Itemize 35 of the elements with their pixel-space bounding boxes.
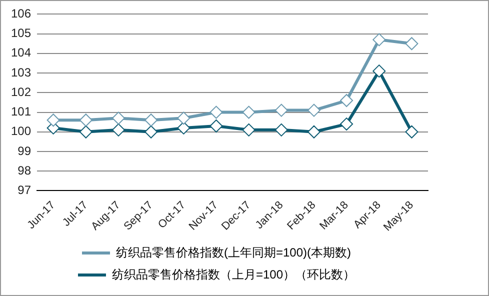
legend-label: 纺织品零售价格指数（上月=100）（环比数） xyxy=(112,267,356,282)
point xyxy=(405,37,418,50)
legend-label: 纺织品零售价格指数(上年同期=100)(本期数) xyxy=(116,245,352,260)
y-tick-label: 106 xyxy=(10,6,32,21)
point xyxy=(177,121,190,134)
point xyxy=(210,106,223,119)
y-tick-label: 105 xyxy=(10,26,32,40)
point xyxy=(79,125,92,138)
point xyxy=(79,114,92,127)
point xyxy=(112,123,125,136)
y-tick-label: 97 xyxy=(18,183,32,198)
point xyxy=(210,120,223,133)
point xyxy=(274,104,288,117)
point xyxy=(144,125,158,138)
point xyxy=(242,106,256,119)
y-tick-label: 100 xyxy=(10,124,32,138)
point xyxy=(340,94,354,108)
point xyxy=(242,123,256,136)
point xyxy=(340,118,354,131)
point xyxy=(372,33,386,46)
point xyxy=(46,114,60,127)
point xyxy=(307,125,320,138)
y-tick-label: 101 xyxy=(10,104,32,119)
y-tick-label: 102 xyxy=(10,84,32,99)
point xyxy=(274,123,288,136)
point xyxy=(405,125,418,138)
point xyxy=(372,64,386,78)
point xyxy=(144,114,158,127)
point xyxy=(112,112,125,125)
point xyxy=(307,104,320,117)
y-tick-label: 99 xyxy=(18,144,32,158)
point xyxy=(177,112,190,125)
y-tick-label: 104 xyxy=(10,46,32,60)
y-tick-label: 103 xyxy=(10,65,32,80)
y-tick-label: 98 xyxy=(18,163,32,178)
